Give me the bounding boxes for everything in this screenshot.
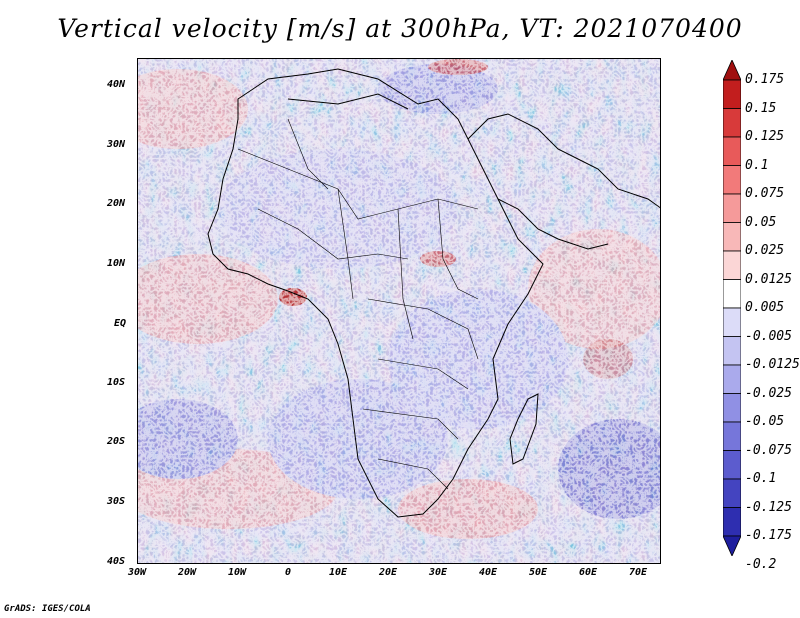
colorbar-tick-label: 0.0125 (745, 271, 792, 287)
lon-label: 60E (578, 567, 598, 578)
colorbar-swatch (723, 222, 741, 252)
lat-label: 30N (107, 139, 126, 150)
colorbar-top-arrow (723, 60, 741, 81)
colorbar-swatch (723, 507, 741, 537)
colorbar (723, 60, 741, 556)
lat-label: EQ (114, 318, 127, 329)
colorbar-tick-label: -0.005 (745, 328, 792, 344)
colorbar-swatch (723, 307, 741, 337)
colorbar-swatch (723, 336, 741, 366)
colorbar-bottom-arrow (723, 535, 741, 556)
lat-label: 40N (107, 79, 126, 90)
lat-label: 10N (107, 258, 126, 269)
colorbar-swatch (723, 450, 741, 480)
colorbar-swatch (723, 250, 741, 280)
lon-label: 40E (478, 567, 498, 578)
country-borders (237, 118, 479, 490)
colorbar-tick-label: 0.005 (745, 300, 785, 315)
lon-label: 50E (528, 567, 548, 578)
colorbar-tick-label: 0.125 (745, 129, 785, 144)
map-panel (137, 58, 661, 564)
colorbar-tick-label: 0.025 (745, 243, 785, 258)
colorbar-tick-label: -0.175 (745, 528, 792, 543)
colorbar-tick-label: -0.2 (745, 556, 777, 572)
lat-label: 30S (107, 496, 126, 507)
colorbar-tick-label: 0.05 (745, 214, 777, 230)
colorbar-swatch (723, 165, 741, 195)
colorbar-tick-label: 0.15 (745, 100, 777, 116)
lat-label: 40S (107, 556, 126, 567)
colorbar-tick-label: -0.05 (745, 414, 785, 429)
colorbar-swatch (723, 108, 741, 138)
colorbar-tick-label: 0.175 (745, 72, 785, 87)
lat-label: 10S (107, 377, 126, 388)
colorbar-swatch (723, 364, 741, 394)
colorbar-swatch (723, 193, 741, 223)
colorbar-tick-label: -0.1 (745, 471, 777, 486)
footer-credit: GrADS: IGES/COLA (4, 604, 91, 614)
colorbar-swatch (723, 136, 741, 166)
lat-label: 20S (107, 436, 126, 447)
colorbar-tick-label: 0.075 (745, 186, 785, 201)
lon-label: 30E (428, 567, 448, 578)
colorbar-swatch (723, 79, 741, 109)
lon-label: 30W (127, 567, 147, 578)
vertical-velocity-field (138, 59, 660, 563)
lon-label: 70E (628, 567, 648, 578)
colorbar-swatch (723, 279, 741, 309)
colorbar-tick-label: -0.125 (745, 499, 792, 515)
colorbar-tick-label: -0.0125 (745, 357, 800, 372)
lon-label: 20W (177, 567, 197, 578)
lon-label: 10E (328, 567, 348, 578)
colorbar-tick-label: -0.075 (745, 442, 792, 458)
colorbar-swatch (723, 421, 741, 451)
colorbar-tick-label: -0.025 (745, 385, 792, 401)
colorbar-tick-label: 0.1 (745, 157, 769, 173)
lon-label: 20E (378, 567, 398, 578)
lon-label: 0 (284, 567, 292, 578)
lat-label: 20N (107, 198, 126, 209)
lon-label: 10W (227, 567, 247, 578)
coastline (207, 68, 660, 518)
colorbar-swatch (723, 393, 741, 423)
chart-title: Vertical velocity [m/s] at 300hPa, VT: 2… (57, 14, 743, 43)
colorbar-swatch (723, 478, 741, 508)
